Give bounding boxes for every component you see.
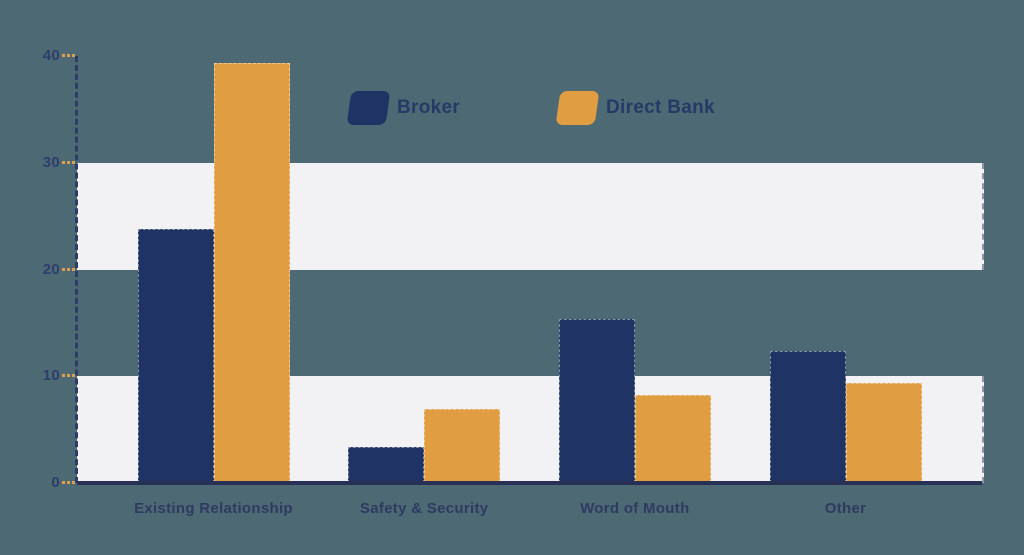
bar-direct-bank-other xyxy=(845,382,922,483)
y-axis-tick-label: 10 xyxy=(42,367,60,385)
y-axis-tick xyxy=(62,374,75,378)
bar-direct-bank-existing-relationship xyxy=(213,63,290,483)
x-axis-category-label: Safety & Security xyxy=(359,500,489,517)
x-axis-category-label: Other xyxy=(824,500,867,517)
x-axis-line xyxy=(77,481,982,485)
x-axis-category-label: Existing Relationship xyxy=(134,500,293,517)
bar-broker-word-of-mouth xyxy=(558,318,635,483)
y-axis-tick-label: 0 xyxy=(51,474,60,491)
x-axis-category-label: Word of Mouth xyxy=(580,500,690,517)
bar-direct-bank-word-of-mouth xyxy=(634,395,711,483)
y-axis-tick xyxy=(62,160,75,164)
y-axis-line xyxy=(75,56,78,483)
y-axis-tick-label: 30 xyxy=(42,153,60,171)
bar-direct-bank-safety-security xyxy=(424,409,501,483)
bar-broker-other xyxy=(769,350,846,483)
y-axis-tick-label: 20 xyxy=(42,260,60,278)
y-axis-tick xyxy=(62,267,75,271)
y-axis-tick xyxy=(62,54,75,57)
y-axis-tick xyxy=(62,481,75,484)
bar-broker-safety-security xyxy=(348,446,425,483)
y-axis-tick-label: 40 xyxy=(42,47,60,64)
bar-broker-existing-relationship xyxy=(137,228,214,483)
